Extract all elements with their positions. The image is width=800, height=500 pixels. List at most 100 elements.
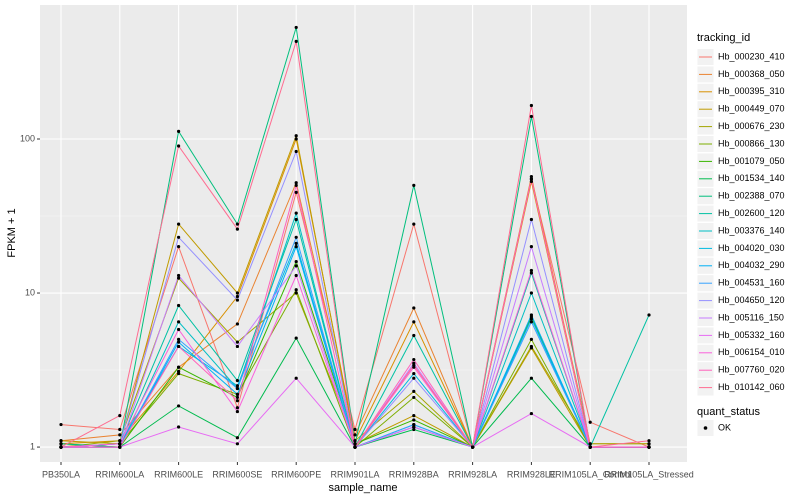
data-point: [177, 425, 181, 429]
data-point: [177, 371, 181, 376]
legend-label: Hb_000395_310: [718, 86, 785, 96]
data-point: [529, 337, 534, 342]
legend-label: Hb_004531_160: [718, 278, 785, 288]
data-point: [353, 445, 357, 449]
data-point: [647, 313, 651, 317]
data-point: [294, 190, 298, 195]
data-point: [235, 340, 239, 344]
legend-label: Hb_000449_070: [718, 104, 785, 114]
data-point: [294, 137, 298, 141]
data-point: [177, 303, 181, 308]
data-point: [588, 420, 592, 424]
legend-label: Hb_005116_150: [718, 312, 784, 322]
legend-label: Hb_004032_290: [718, 260, 785, 270]
data-point: [294, 134, 298, 138]
data-point: [177, 369, 181, 373]
data-point: [294, 217, 298, 222]
data-point: [235, 294, 239, 299]
data-point: [177, 222, 181, 226]
data-point: [294, 273, 298, 278]
legend-label: Hb_003376_140: [718, 225, 785, 235]
data-point: [353, 442, 357, 446]
legend-label: Hb_004020_030: [718, 243, 785, 253]
data-point: [235, 392, 239, 396]
data-point: [118, 445, 122, 449]
data-point: [529, 271, 534, 275]
data-point: [353, 439, 357, 443]
data-point: [294, 336, 298, 340]
data-point: [529, 179, 534, 184]
data-point: [412, 320, 416, 324]
legend-label: Hb_002388_070: [718, 191, 785, 201]
data-point: [294, 288, 298, 292]
data-point: [235, 291, 239, 295]
data-point: [353, 433, 357, 437]
data-point: [177, 340, 181, 344]
data-point: [529, 114, 534, 119]
data-point: [118, 427, 122, 432]
data-point: [529, 376, 534, 380]
data-point: [412, 371, 416, 376]
legend-shape: [703, 426, 708, 430]
data-point: [59, 422, 63, 427]
data-point: [412, 389, 416, 393]
legend-label: Hb_006154_010: [718, 347, 785, 357]
data-point: [59, 439, 63, 443]
data-point: [235, 406, 239, 410]
data-point: [235, 298, 239, 302]
data-point: [529, 217, 534, 222]
data-point: [529, 291, 534, 295]
data-point: [177, 276, 181, 280]
data-point: [235, 436, 239, 440]
data-point: [294, 149, 298, 154]
data-point: [353, 427, 357, 432]
data-point: [235, 442, 239, 446]
data-point: [118, 433, 122, 437]
data-point: [412, 183, 416, 187]
data-point: [529, 103, 534, 108]
data-point: [412, 422, 416, 427]
legend-label: Hb_004650_120: [718, 295, 785, 305]
legend-label: Hb_001079_050: [718, 156, 785, 166]
x-tick-label: RRIM600LE: [154, 469, 203, 479]
data-point: [471, 445, 475, 449]
data-point: [294, 264, 298, 268]
data-point: [294, 25, 298, 30]
data-point: [177, 365, 181, 369]
data-point: [412, 222, 416, 226]
x-tick-label: RRIM928LA: [448, 469, 497, 479]
data-point: [588, 445, 592, 449]
shape-legend-title: quant_status: [697, 406, 760, 418]
data-point: [294, 376, 298, 380]
data-point: [177, 144, 181, 148]
data-point: [118, 439, 122, 443]
data-point: [588, 442, 592, 446]
data-point: [235, 386, 239, 391]
data-point: [177, 327, 181, 332]
data-point: [412, 363, 416, 367]
legend-label: Hb_005332_160: [718, 330, 785, 340]
x-tick-label: RRIM600PE: [271, 469, 321, 479]
legend-label: Hb_000676_230: [718, 121, 785, 131]
data-point: [412, 414, 416, 418]
data-point: [235, 322, 239, 326]
data-point: [647, 439, 651, 443]
data-point: [235, 222, 239, 226]
x-tick-label: RRIM105LA_Stressed: [604, 469, 694, 479]
data-point: [235, 399, 239, 403]
legend-label: Hb_000866_130: [718, 138, 785, 148]
data-point: [235, 344, 239, 349]
data-point: [529, 174, 534, 179]
data-point: [118, 442, 122, 446]
y-tick-label: 1: [30, 441, 35, 451]
data-point: [294, 181, 298, 185]
data-point: [529, 313, 534, 317]
data-point: [529, 245, 534, 249]
data-point: [59, 445, 63, 449]
data-point: [235, 384, 239, 388]
y-axis-label: FPKM + 1: [6, 208, 18, 257]
data-point: [294, 235, 298, 239]
data-point: [235, 227, 239, 231]
data-point: [177, 245, 181, 249]
